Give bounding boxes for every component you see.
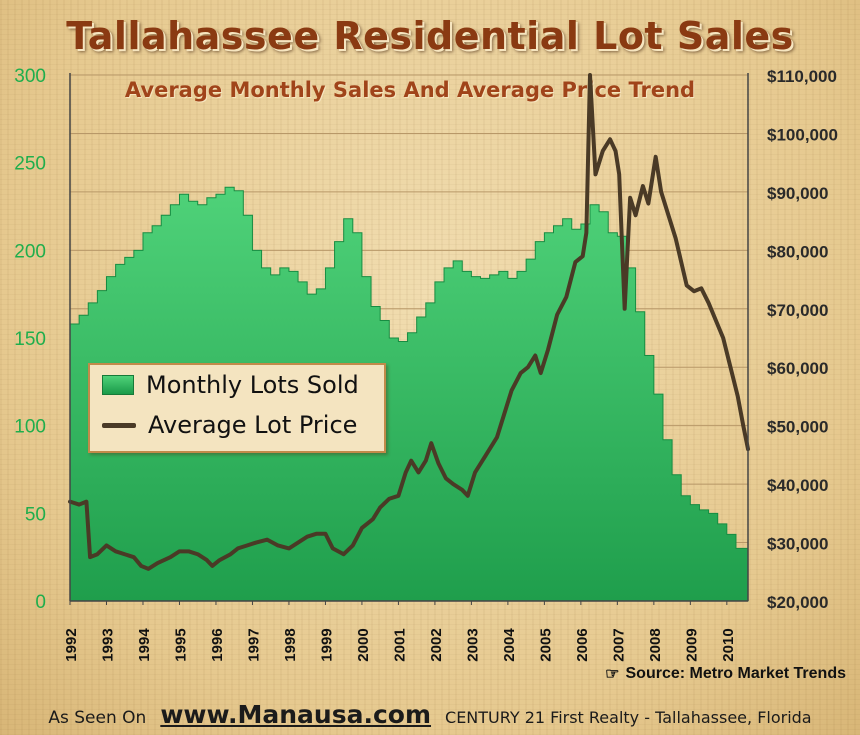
right-tick-label: $30,000 bbox=[767, 535, 828, 554]
axes bbox=[69, 73, 749, 602]
chart-legend: Monthly Lots Sold Average Lot Price bbox=[88, 363, 386, 453]
x-tick-label: 2010 bbox=[720, 628, 737, 661]
x-tick-label: 2001 bbox=[391, 628, 408, 661]
x-tick-label: 2008 bbox=[647, 628, 664, 661]
right-tick-label: $80,000 bbox=[767, 242, 828, 261]
x-tick-label: 1995 bbox=[172, 628, 189, 661]
x-tick-label: 2003 bbox=[464, 628, 481, 661]
left-tick-label: 50 bbox=[25, 504, 46, 525]
chart-title: Tallahassee Residential Lot Sales bbox=[66, 14, 794, 58]
legend-item-lots: Monthly Lots Sold bbox=[102, 371, 359, 399]
source-text: Source: Metro Market Trends bbox=[625, 665, 847, 682]
legend-swatch-line bbox=[102, 422, 136, 428]
x-tick-label: 1994 bbox=[136, 628, 153, 662]
x-tick-label: 2006 bbox=[574, 628, 591, 661]
source-note: ☞ Source: Metro Market Trends bbox=[605, 664, 846, 684]
footer: As Seen On www.Manausa.com CENTURY 21 Fi… bbox=[0, 700, 860, 729]
left-axis-ticks: 0 50 100 150 200 250 300 bbox=[14, 66, 46, 613]
hand-pointer-icon: ☞ bbox=[605, 666, 620, 683]
line-series bbox=[68, 73, 750, 571]
x-tick-label: 1993 bbox=[99, 628, 116, 661]
x-tick-label: 1996 bbox=[209, 628, 226, 661]
x-tick-label: 1997 bbox=[245, 628, 262, 661]
footer-firm: CENTURY 21 First Realty - Tallahassee, F… bbox=[445, 708, 812, 727]
right-tick-label: $50,000 bbox=[767, 418, 828, 437]
x-tick-label: 2002 bbox=[428, 628, 445, 661]
legend-swatch-area bbox=[102, 375, 134, 395]
right-tick-label: $110,000 bbox=[767, 67, 837, 86]
left-tick-label: 150 bbox=[14, 329, 46, 350]
x-tick-label: 2007 bbox=[610, 628, 627, 661]
left-tick-label: 250 bbox=[14, 154, 46, 175]
legend-item-price: Average Lot Price bbox=[102, 411, 357, 439]
x-tick-label: 2005 bbox=[537, 628, 554, 661]
lots-sold-area bbox=[69, 186, 749, 602]
x-tick-label: 2004 bbox=[501, 628, 518, 662]
right-tick-label: $20,000 bbox=[767, 593, 828, 612]
legend-label-lots: Monthly Lots Sold bbox=[146, 371, 359, 399]
x-tick-label: 1992 bbox=[63, 628, 80, 661]
right-tick-label: $60,000 bbox=[767, 359, 828, 378]
x-tick-label: 2000 bbox=[355, 628, 372, 661]
x-axis-ticks: 1992 1993 1994 1995 1996 1997 1998 1999 2000 2001… bbox=[63, 601, 737, 662]
x-tick-label: 1999 bbox=[318, 628, 335, 661]
x-tick-label: 2009 bbox=[683, 628, 700, 661]
footer-seen-on: As Seen On bbox=[48, 708, 147, 728]
right-tick-label: $70,000 bbox=[767, 301, 828, 320]
avg-price-line bbox=[68, 73, 750, 571]
right-tick-label: $100,000 bbox=[767, 125, 838, 144]
right-tick-label: $90,000 bbox=[767, 184, 828, 203]
legend-label-price: Average Lot Price bbox=[148, 411, 358, 439]
left-tick-label: 100 bbox=[14, 417, 46, 438]
x-tick-label: 1998 bbox=[282, 628, 299, 661]
right-axis-ticks: $20,000 $30,000 $40,000 $50,000 $60,000 $70,0… bbox=[767, 67, 838, 612]
left-tick-label: 200 bbox=[14, 241, 46, 262]
footer-website-link[interactable]: www.Manausa.com bbox=[160, 700, 432, 729]
left-tick-label: 0 bbox=[35, 592, 46, 613]
left-tick-label: 300 bbox=[14, 66, 46, 87]
area-series bbox=[69, 186, 749, 602]
right-tick-label: $40,000 bbox=[767, 476, 828, 495]
chart-subtitle: Average Monthly Sales And Average Price … bbox=[124, 78, 696, 102]
